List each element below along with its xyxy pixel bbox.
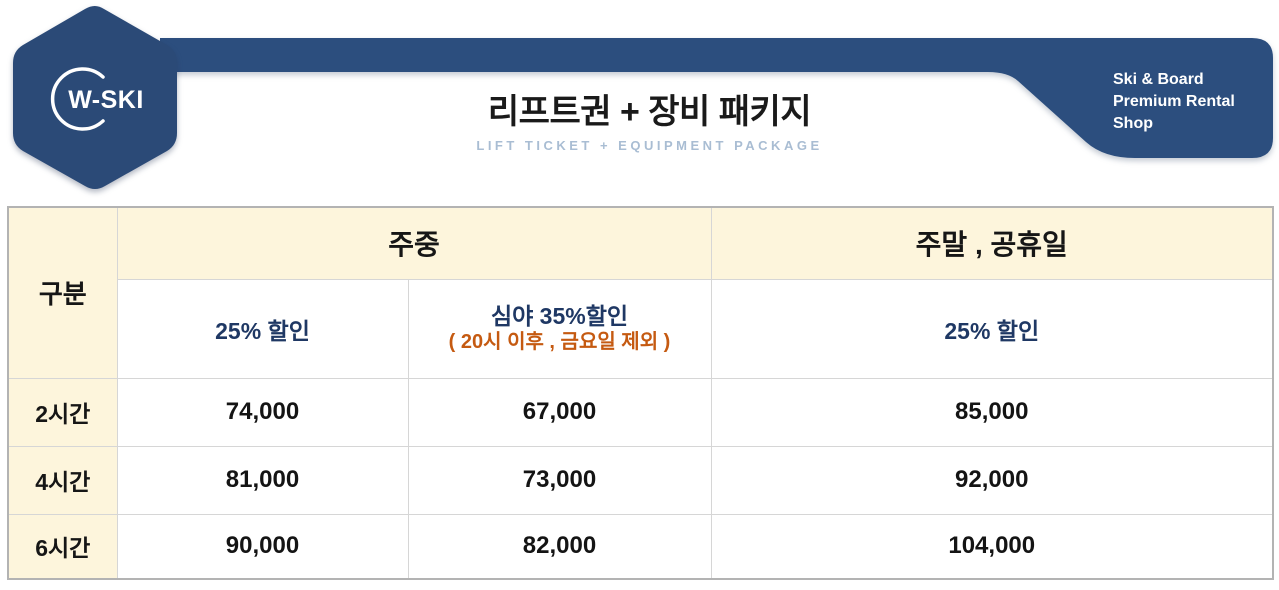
row-header-4h: 4시간: [7, 445, 118, 515]
col-header-weekday: 주중: [116, 206, 712, 280]
table-row-4h: 4시간 81,000 73,000 92,000: [7, 445, 1274, 515]
night-discount-title: 심야 35%할인: [490, 302, 629, 329]
row-header-2h: 2시간: [7, 377, 118, 447]
row-header-6h: 6시간: [7, 513, 118, 580]
price-cell-6h-weekday: 90,000: [116, 513, 409, 580]
col-header-weekend: 주말 , 공휴일: [710, 206, 1274, 280]
price-cell-2h-weekday: 74,000: [116, 377, 409, 447]
banner-graphic: W-SKI: [13, 6, 1273, 189]
table-subheader-row: 25% 할인 심야 35%할인 ( 20시 이후 , 금요일 제외 ) 25% …: [8, 278, 1274, 379]
banner-ribbon: [160, 38, 1273, 158]
table-row-6h: 6시간 90,000 82,000 104,000: [7, 513, 1274, 580]
price-cell-2h-night: 67,000: [407, 377, 712, 447]
logo-hexagon: [13, 6, 177, 189]
price-cell-4h-night: 73,000: [407, 445, 712, 515]
price-cell-6h-night: 82,000: [407, 513, 712, 580]
table-header-row: 구분 주중 주말 , 공휴일: [7, 206, 1274, 379]
subcol-header-weekend-discount: 25% 할인: [710, 278, 1274, 379]
subcol-header-weekday-discount: 25% 할인: [116, 278, 409, 379]
price-cell-2h-weekend: 85,000: [710, 377, 1274, 447]
table-row-2h: 2시간 74,000 67,000 85,000: [7, 377, 1274, 447]
logo-circle-arc: [50, 67, 105, 131]
subcol-header-night-discount: 심야 35%할인 ( 20시 이후 , 금요일 제외 ): [407, 278, 712, 379]
logo-text: W-SKI: [68, 86, 144, 114]
shop-tagline-line: Shop: [1113, 115, 1153, 133]
price-table: 구분 주중 주말 , 공휴일 25% 할인 심야 35%할인 ( 20시 이후 …: [7, 206, 1274, 580]
night-discount-note: ( 20시 이후 , 금요일 제외 ): [448, 331, 671, 354]
price-cell-4h-weekday: 81,000: [116, 445, 409, 515]
shop-tagline: Ski & Board Premium Rental Shop: [1113, 69, 1273, 135]
shop-tagline-line: Premium Rental: [1113, 93, 1235, 111]
price-cell-4h-weekend: 92,000: [710, 445, 1274, 515]
shop-tagline-line: Ski & Board: [1113, 71, 1204, 88]
price-cell-6h-weekend: 104,000: [710, 513, 1274, 580]
corner-header-category: 구분: [7, 206, 118, 379]
